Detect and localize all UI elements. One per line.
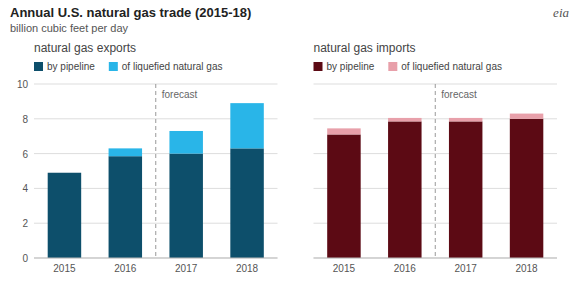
forecast-line xyxy=(155,84,156,258)
x-tick-label: 2018 xyxy=(515,263,538,274)
x-tick-label: 2016 xyxy=(394,263,417,274)
bar-segment xyxy=(109,156,142,258)
x-tick-label: 2016 xyxy=(114,263,137,274)
annotation-text: forecast xyxy=(441,89,477,100)
y-tick-label: 4 xyxy=(22,183,28,194)
bar-segment xyxy=(169,154,202,258)
panel: natural gas exports 0 2 4 6 8 10 2015 2016 2017 20… xyxy=(17,41,278,274)
legend-swatch xyxy=(388,62,397,71)
figure-title: Annual U.S. natural gas trade (2015-18) xyxy=(10,5,251,20)
bar-segment xyxy=(48,172,81,173)
bar-segment xyxy=(388,121,421,258)
y-tick-label: 10 xyxy=(17,79,29,90)
x-tick-label: 2018 xyxy=(236,263,259,274)
panel-title: natural gas imports xyxy=(314,41,416,55)
bar-segment xyxy=(327,134,360,258)
legend-label: by pipeline xyxy=(47,61,95,72)
forecast-line xyxy=(435,84,436,258)
legend-label: of liquefied natural gas xyxy=(122,61,223,72)
bar-segment xyxy=(169,131,202,154)
x-tick-label: 2015 xyxy=(333,263,356,274)
panel-title: natural gas exports xyxy=(34,41,136,55)
y-tick-label: 2 xyxy=(22,218,28,229)
bar-segment xyxy=(48,173,81,258)
legend-swatch xyxy=(314,62,323,71)
x-tick-label: 2017 xyxy=(175,263,198,274)
y-tick-label: 0 xyxy=(22,253,28,264)
y-tick-label: 6 xyxy=(22,149,28,160)
bar-segment xyxy=(109,148,142,156)
bar-segment xyxy=(230,148,263,258)
legend-label: of liquefied natural gas xyxy=(401,61,502,72)
bar-segment xyxy=(388,118,421,121)
bar-segment xyxy=(327,128,360,134)
x-tick-label: 2017 xyxy=(455,263,478,274)
legend-swatch xyxy=(109,62,118,71)
bar-segment xyxy=(230,103,263,148)
legend-label: by pipeline xyxy=(327,61,375,72)
bar-segment xyxy=(510,119,543,258)
bar-segment xyxy=(449,121,482,258)
x-tick-label: 2015 xyxy=(53,263,76,274)
figure-subtitle: billion cubic feet per day xyxy=(10,22,129,34)
bar-segment xyxy=(449,118,482,121)
y-tick-label: 8 xyxy=(22,114,28,125)
logo-text: eia xyxy=(553,5,569,20)
bar-segment xyxy=(510,114,543,119)
legend-swatch xyxy=(34,62,43,71)
chart-root: Annual U.S. natural gas trade (2015-18) b… xyxy=(0,0,579,287)
panel: natural gas imports 2015 2016 2017 2018 forec… xyxy=(314,41,558,274)
annotation-text: forecast xyxy=(162,89,198,100)
